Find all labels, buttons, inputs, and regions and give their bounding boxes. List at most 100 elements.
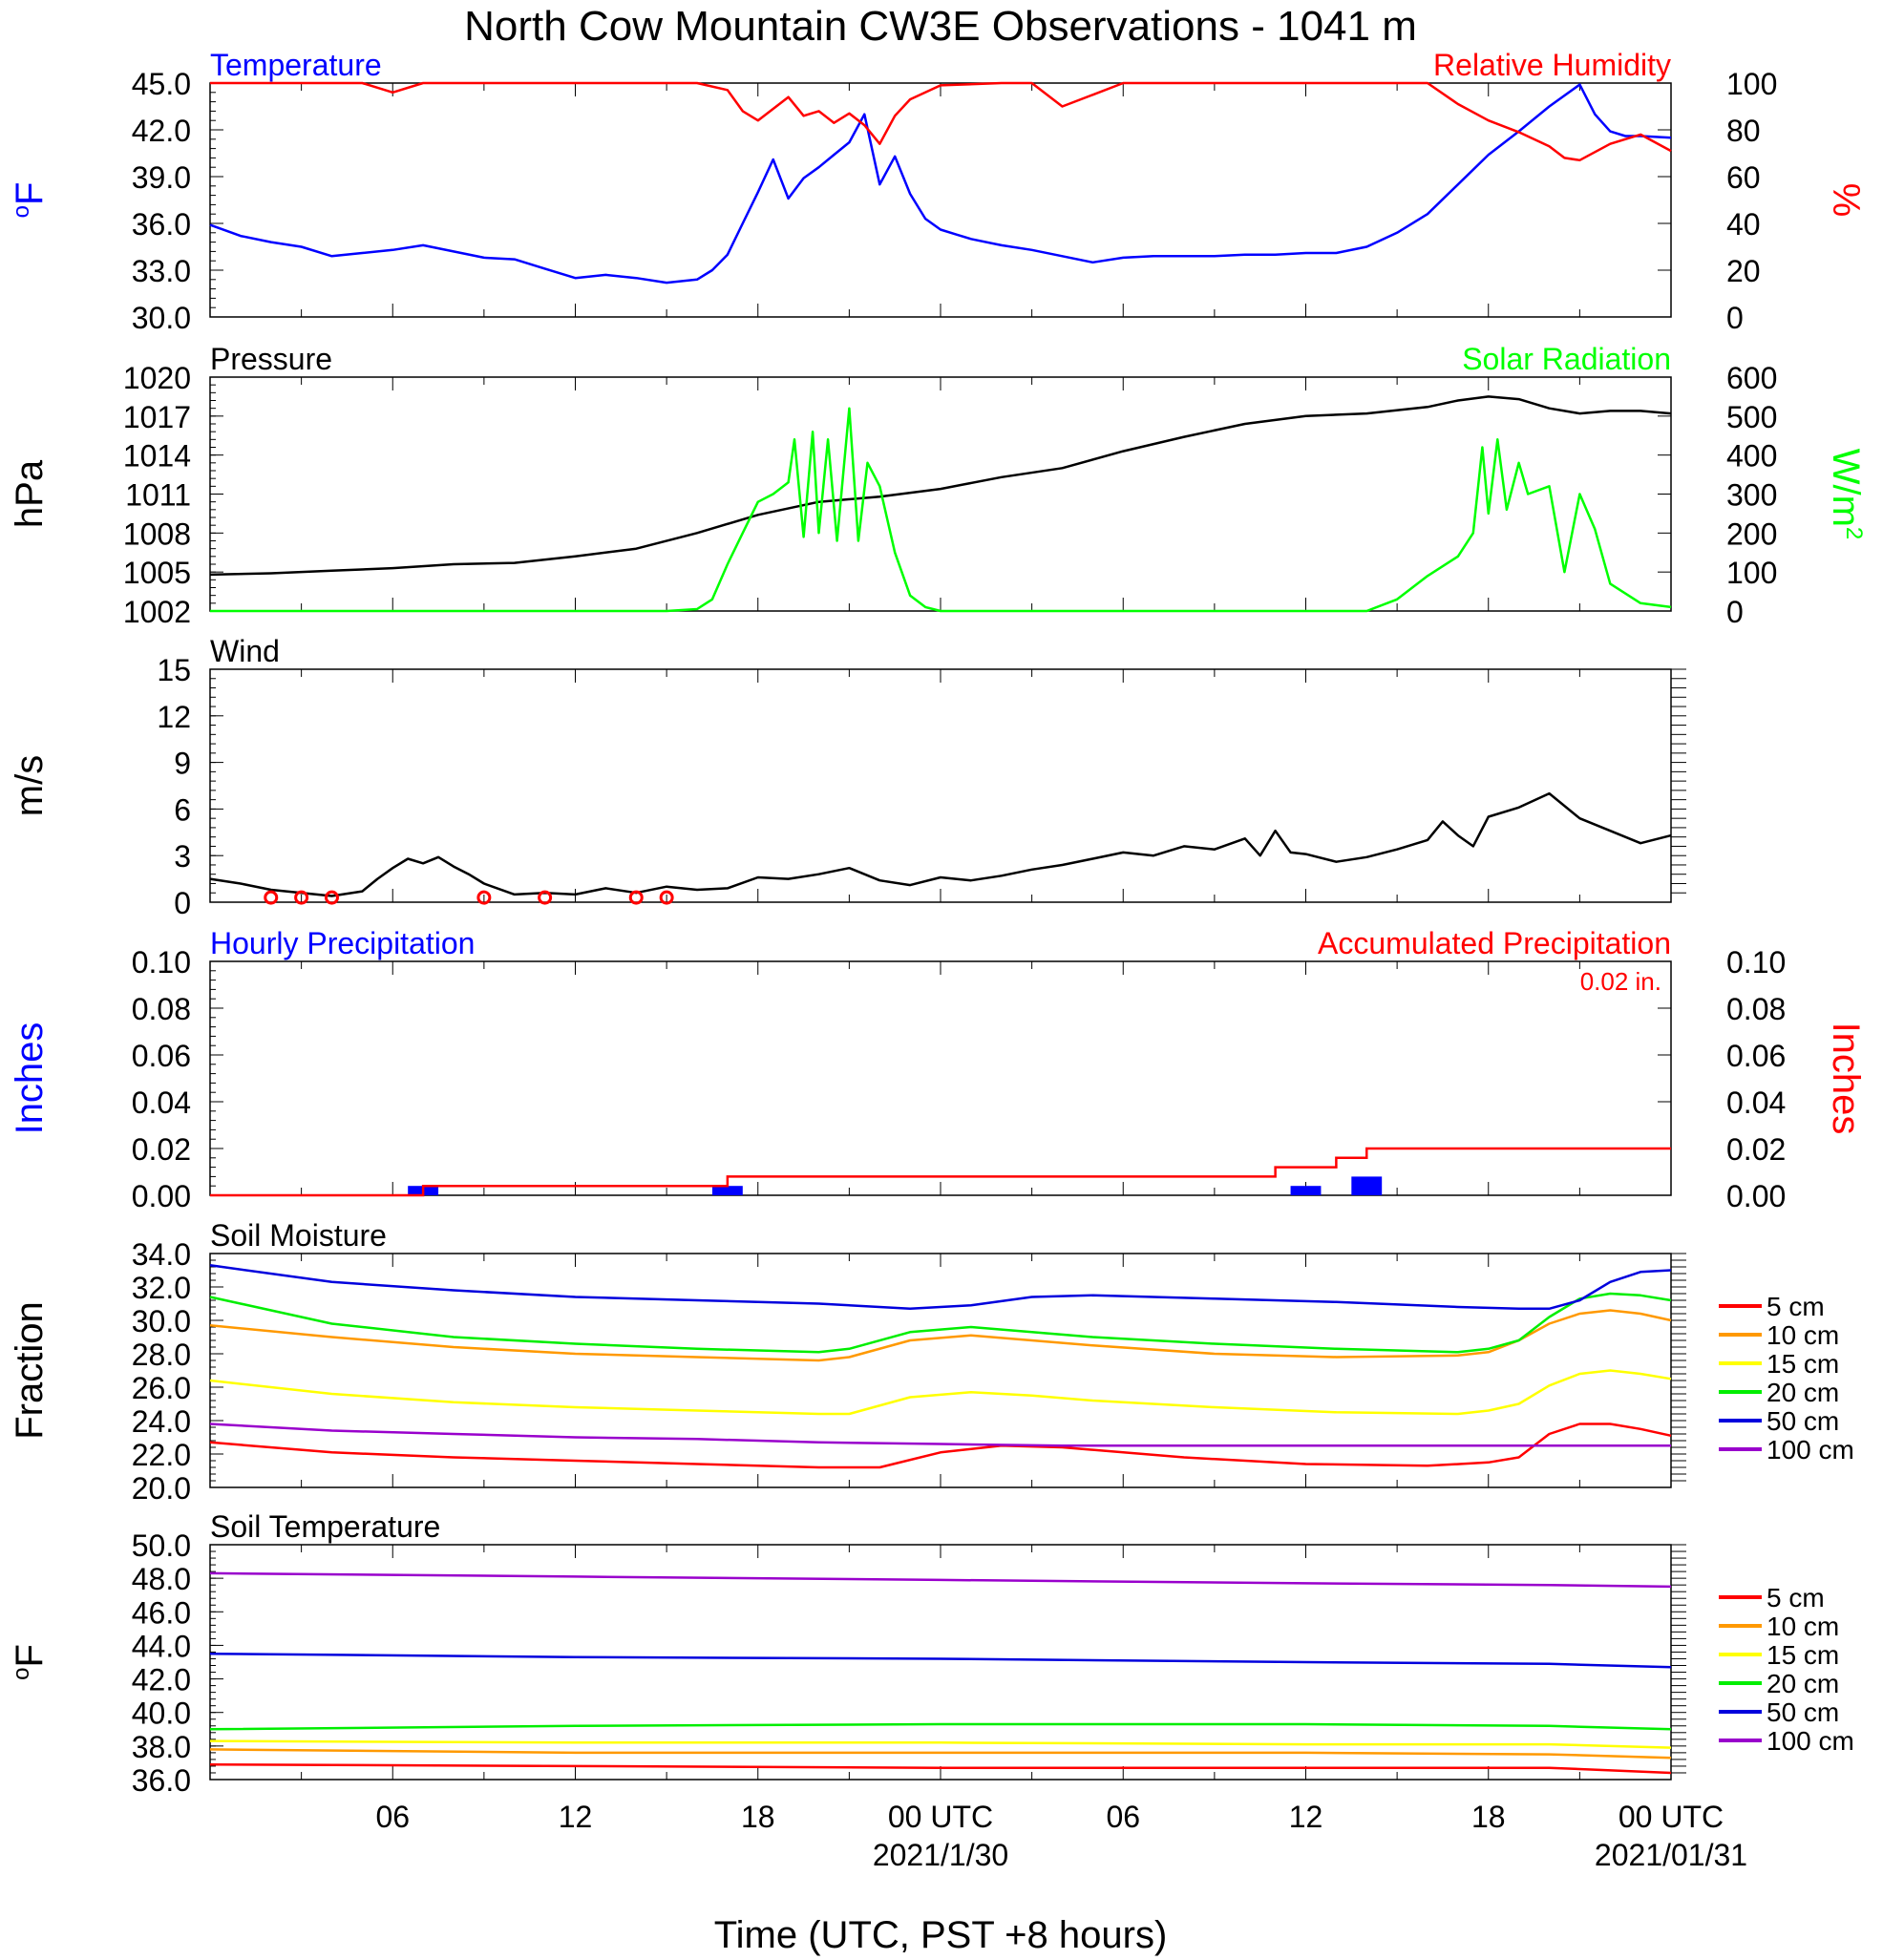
y-tick-label-left: 44.0: [132, 1629, 191, 1663]
calm-wind-marker: [264, 890, 279, 905]
y-tick-label-right: 40: [1726, 207, 1761, 242]
x-tick-label: 12: [1289, 1800, 1323, 1834]
y-tick-label-left: 26.0: [132, 1371, 191, 1405]
legend-label: 100 cm: [1767, 1726, 1854, 1756]
series-temp_rh-0: [209, 83, 1672, 285]
y-tick-label-left: 1008: [123, 516, 191, 551]
y-tick-label-left: 1020: [123, 361, 191, 395]
panel-title-left: Hourly Precipitation: [210, 926, 475, 960]
panel-title-right: Accumulated Precipitation: [1318, 926, 1671, 960]
plot-frame: [209, 82, 1672, 318]
series-15-cm: [209, 1739, 1672, 1749]
y-axis-label-left: hPa: [9, 459, 51, 528]
legend-label: 5 cm: [1767, 1583, 1825, 1612]
y-tick-label-right: 0.02: [1726, 1132, 1786, 1167]
precip-bar: [711, 1186, 743, 1195]
x-date-label: 2021/01/31: [1595, 1838, 1747, 1872]
y-tick-label-left: 24.0: [132, 1404, 191, 1439]
calm-wind-marker: [325, 890, 339, 905]
y-tick-label-right: 0.08: [1726, 992, 1786, 1026]
y-tick-label-left: 22.0: [132, 1438, 191, 1472]
x-tick-label: 18: [1471, 1800, 1506, 1834]
y-tick-label-left: 36.0: [132, 1763, 191, 1798]
y-tick-label-left: 40.0: [132, 1697, 191, 1731]
calm-wind-marker: [538, 890, 553, 905]
panel-title-right: Relative Humidity: [1433, 48, 1671, 82]
y-tick-label-left: 0.10: [132, 945, 191, 980]
unit-f: F: [9, 1644, 51, 1667]
y-tick-label-left: 1005: [123, 556, 191, 590]
series-5-cm: [209, 1423, 1672, 1469]
x-tick-label: 00 UTC: [1619, 1800, 1724, 1834]
y-tick-label-right: 100: [1726, 67, 1777, 101]
y-tick-label-left: 1014: [123, 439, 191, 474]
y-tick-label-right: 0.04: [1726, 1085, 1786, 1120]
legend-label: 20 cm: [1767, 1378, 1839, 1407]
y-axis-label-left: oF: [9, 1644, 51, 1680]
calm-wind-marker: [659, 890, 674, 905]
y-tick-label-right: 60: [1726, 160, 1761, 195]
panel-title-left: Temperature: [210, 48, 382, 82]
precip-bar: [1290, 1186, 1322, 1195]
series-10-cm: [209, 1748, 1672, 1760]
legend-label: 100 cm: [1767, 1435, 1854, 1465]
calm-wind-marker: [294, 890, 309, 905]
panel-temp_rh: 45.0 42.0 39.0 36.0 33.0 30.0 100 80 60 40 20 0 Temp…: [9, 48, 1867, 335]
series-pressure_solar-0: [209, 395, 1672, 577]
y-tick-label-right: 0.06: [1726, 1039, 1786, 1073]
series-accumulated-precipitation: [210, 1147, 1671, 1197]
series-50-cm: [209, 1652, 1672, 1669]
calm-wind-marker: [628, 890, 644, 905]
y-tick-label-left: 1002: [123, 595, 191, 629]
series-pressure_solar-1: [210, 407, 1672, 613]
panels: 45.042.039.036.033.030.0100806040200Temp…: [9, 48, 1867, 1872]
y-tick-label-right: 200: [1726, 516, 1777, 551]
y-tick-label-left: 12: [157, 700, 191, 734]
unit-f: F: [9, 182, 51, 205]
y-axis-label-left: oF: [9, 182, 51, 219]
y-tick-label-right: 100: [1726, 556, 1777, 590]
degree-sup: o: [9, 1668, 34, 1680]
y-tick-label-right: 300: [1726, 478, 1777, 513]
y-tick-label-left: 34.0: [132, 1237, 191, 1272]
panel-pressure_solar: 1020101710141011100810051002600500400300…: [9, 342, 1867, 629]
panel-title-right: Solar Radiation: [1462, 342, 1671, 376]
series-20-cm: [209, 1722, 1672, 1731]
degree-sup: o: [9, 205, 34, 218]
y-tick-label-left: 38.0: [132, 1730, 191, 1764]
y-tick-label-left: 3: [174, 839, 191, 874]
y-tick-label-left: 30.0: [132, 1304, 191, 1338]
series-50-cm: [209, 1264, 1672, 1311]
y-tick-label-right: 0.10: [1726, 945, 1786, 980]
plot-frame: [209, 668, 1672, 903]
panel-wind: 15 12 9 6 3 0 Wind m/s: [9, 634, 1686, 920]
calm-wind-marker: [476, 890, 492, 905]
legend-label: 50 cm: [1767, 1697, 1839, 1727]
y-tick-label-left: 9: [174, 747, 191, 781]
y-tick-label-left: 42.0: [132, 1663, 191, 1697]
y-tick-label-left: 0.04: [132, 1085, 191, 1120]
series-20-cm: [209, 1292, 1672, 1354]
panel-title-left: Wind: [210, 634, 280, 668]
y-tick-label-right: 0: [1726, 301, 1744, 335]
y-tick-label-left: 0.00: [132, 1179, 191, 1213]
series-wind-0: [209, 791, 1672, 897]
panel-precip: 0.10 0.08 0.06 0.04 0.02 0.00 0.10 0.08 0.06 0.04…: [9, 926, 1867, 1213]
y-tick-label-left: 42.0: [132, 114, 191, 148]
series-10-cm: [209, 1309, 1672, 1362]
y-tick-label-left: 20.0: [132, 1471, 191, 1506]
y-tick-label-left: 30.0: [132, 301, 191, 335]
y-tick-label-left: 1017: [123, 400, 191, 434]
x-tick-label: 18: [741, 1800, 775, 1834]
legend-label: 5 cm: [1767, 1292, 1825, 1321]
x-tick-label: 12: [559, 1800, 593, 1834]
legend-label: 20 cm: [1767, 1669, 1839, 1698]
y-tick-label-left: 15: [157, 653, 191, 687]
y-axis-label-left: m/s: [9, 755, 51, 816]
y-tick-label-left: 0.02: [132, 1132, 191, 1167]
legend-label: 15 cm: [1767, 1349, 1839, 1379]
y-tick-label-left: 1011: [125, 478, 191, 513]
plot-frame: [209, 960, 1672, 1196]
y-tick-label-left: 33.0: [132, 254, 191, 288]
